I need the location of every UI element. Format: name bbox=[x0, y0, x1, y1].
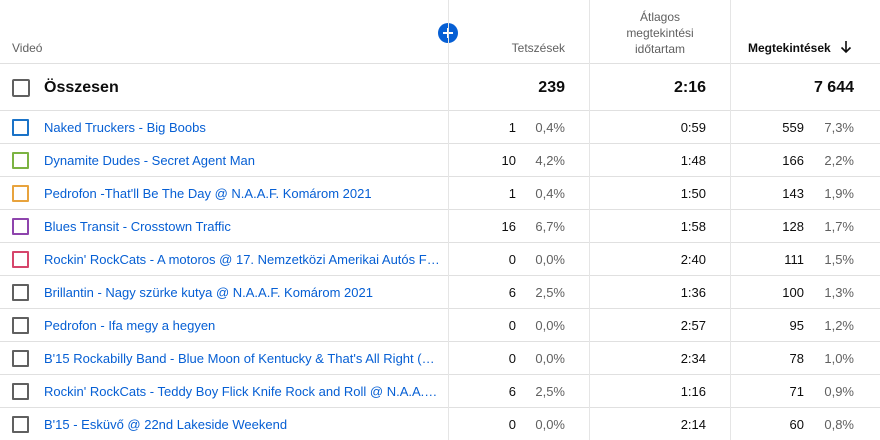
table-header: Videó Tetszések Átlagos megtekintési idő… bbox=[0, 0, 880, 64]
likes-value: 16 bbox=[501, 219, 516, 234]
views-value: 111 bbox=[784, 252, 804, 267]
avg-duration-value: 1:36 bbox=[680, 285, 706, 300]
row-checkbox[interactable] bbox=[12, 251, 29, 268]
column-header-likes[interactable]: Tetszések bbox=[511, 41, 565, 55]
views-value: 78 bbox=[789, 351, 804, 366]
likes-percent: 2,5% bbox=[535, 285, 565, 300]
total-avg-duration: 2:16 bbox=[673, 79, 706, 96]
likes-percent: 0,4% bbox=[535, 186, 565, 201]
total-row: Összesen 239 2:16 7 644 bbox=[0, 64, 880, 111]
avg-label-line3: időtartam bbox=[634, 42, 686, 56]
total-likes: 239 bbox=[538, 79, 565, 96]
row-checkbox[interactable] bbox=[12, 350, 29, 367]
likes-value: 6 bbox=[508, 384, 516, 399]
table-row: Brillantin - Nagy szürke kutya @ N.A.A.F… bbox=[0, 276, 880, 309]
likes-value: 0 bbox=[508, 417, 516, 432]
video-title-link[interactable]: B'15 Rockabilly Band - Blue Moon of Kent… bbox=[44, 351, 440, 366]
avg-duration-value: 2:14 bbox=[680, 417, 706, 432]
likes-percent: 0,0% bbox=[535, 252, 565, 267]
row-checkbox[interactable] bbox=[12, 185, 29, 202]
likes-percent: 4,2% bbox=[535, 153, 565, 168]
column-header-video[interactable]: Videó bbox=[12, 41, 43, 55]
views-value: 128 bbox=[782, 219, 804, 234]
views-percent: 1,3% bbox=[824, 285, 854, 300]
video-title-link[interactable]: Rockin' RockCats - Teddy Boy Flick Knife… bbox=[44, 384, 440, 399]
video-title-link[interactable]: Rockin' RockCats - A motoros @ 17. Nemze… bbox=[44, 252, 440, 267]
avg-duration-value: 1:48 bbox=[680, 153, 706, 168]
column-divider bbox=[730, 0, 731, 440]
avg-duration-value: 0:59 bbox=[680, 120, 706, 135]
views-value: 143 bbox=[782, 186, 804, 201]
views-value: 166 bbox=[782, 153, 804, 168]
video-title-link[interactable]: Blues Transit - Crosstown Traffic bbox=[44, 219, 231, 234]
views-percent: 1,0% bbox=[824, 351, 854, 366]
avg-label-line1: Átlagos bbox=[639, 10, 681, 24]
views-percent: 0,9% bbox=[824, 384, 854, 399]
avg-duration-value: 1:16 bbox=[680, 384, 706, 399]
avg-duration-value: 1:58 bbox=[680, 219, 706, 234]
likes-value: 6 bbox=[508, 285, 516, 300]
total-views: 7 644 bbox=[813, 79, 854, 96]
video-title-link[interactable]: Brillantin - Nagy szürke kutya @ N.A.A.F… bbox=[44, 285, 373, 300]
likes-value: 0 bbox=[508, 318, 516, 333]
row-checkbox[interactable] bbox=[12, 416, 29, 433]
views-value: 559 bbox=[782, 120, 804, 135]
table-row: Pedrofon -That'll Be The Day @ N.A.A.F. … bbox=[0, 177, 880, 210]
views-percent: 1,2% bbox=[824, 318, 854, 333]
table-row: B'15 - Esküvő @ 22nd Lakeside Weekend 0 0,… bbox=[0, 408, 880, 440]
table-row: Dynamite Dudes - Secret Agent Man 10 4,2% 1… bbox=[0, 144, 880, 177]
video-title-link[interactable]: Naked Truckers - Big Boobs bbox=[44, 120, 206, 135]
table-row: Rockin' RockCats - Teddy Boy Flick Knife… bbox=[0, 375, 880, 408]
views-percent: 0,8% bbox=[824, 417, 854, 432]
total-checkbox[interactable] bbox=[12, 79, 30, 97]
table-row: Naked Truckers - Big Boobs 1 0,4% 0:59 559 7,… bbox=[0, 111, 880, 144]
row-checkbox[interactable] bbox=[12, 119, 29, 136]
column-header-avg-duration[interactable]: Átlagos megtekintési időtartam bbox=[590, 9, 730, 57]
table-row: B'15 Rockabilly Band - Blue Moon of Kent… bbox=[0, 342, 880, 375]
avg-label-line2: megtekintési bbox=[626, 26, 694, 40]
likes-percent: 0,4% bbox=[535, 120, 565, 135]
table-row: Rockin' RockCats - A motoros @ 17. Nemze… bbox=[0, 243, 880, 276]
avg-duration-value: 1:50 bbox=[680, 186, 706, 201]
views-value: 71 bbox=[789, 384, 804, 399]
likes-value: 0 bbox=[508, 351, 516, 366]
video-title-link[interactable]: Pedrofon -That'll Be The Day @ N.A.A.F. … bbox=[44, 186, 372, 201]
video-title-link[interactable]: Dynamite Dudes - Secret Agent Man bbox=[44, 153, 255, 168]
views-percent: 7,3% bbox=[824, 120, 854, 135]
likes-percent: 2,5% bbox=[535, 384, 565, 399]
likes-percent: 0,0% bbox=[535, 351, 565, 366]
views-value: 60 bbox=[789, 417, 804, 432]
likes-percent: 0,0% bbox=[535, 417, 565, 432]
likes-value: 1 bbox=[508, 120, 516, 135]
row-checkbox[interactable] bbox=[12, 152, 29, 169]
row-checkbox[interactable] bbox=[12, 317, 29, 334]
views-percent: 1,7% bbox=[824, 219, 854, 234]
row-checkbox[interactable] bbox=[12, 383, 29, 400]
likes-value: 10 bbox=[501, 153, 516, 168]
views-percent: 2,2% bbox=[824, 153, 854, 168]
avg-duration-value: 2:57 bbox=[680, 318, 706, 333]
column-header-views[interactable]: Megtekintések bbox=[748, 41, 831, 55]
column-divider bbox=[589, 0, 590, 440]
table-row: Blues Transit - Crosstown Traffic 16 6,7% 1… bbox=[0, 210, 880, 243]
total-label: Összesen bbox=[44, 79, 119, 96]
likes-percent: 0,0% bbox=[535, 318, 565, 333]
views-value: 95 bbox=[789, 318, 804, 333]
column-divider bbox=[448, 0, 449, 440]
likes-value: 0 bbox=[508, 252, 516, 267]
likes-value: 1 bbox=[508, 186, 516, 201]
video-title-link[interactable]: B'15 - Esküvő @ 22nd Lakeside Weekend bbox=[44, 417, 288, 432]
table-row: Pedrofon - Ifa megy a hegyen 0 0,0% 2:57 95 1… bbox=[0, 309, 880, 342]
avg-duration-value: 2:34 bbox=[680, 351, 706, 366]
row-checkbox[interactable] bbox=[12, 284, 29, 301]
video-title-link[interactable]: Pedrofon - Ifa megy a hegyen bbox=[44, 318, 216, 333]
views-value: 100 bbox=[782, 285, 804, 300]
row-checkbox[interactable] bbox=[12, 218, 29, 235]
views-percent: 1,9% bbox=[824, 186, 854, 201]
likes-percent: 6,7% bbox=[535, 219, 565, 234]
arrow-down-icon[interactable] bbox=[840, 40, 852, 54]
avg-duration-value: 2:40 bbox=[680, 252, 706, 267]
views-percent: 1,5% bbox=[824, 252, 854, 267]
